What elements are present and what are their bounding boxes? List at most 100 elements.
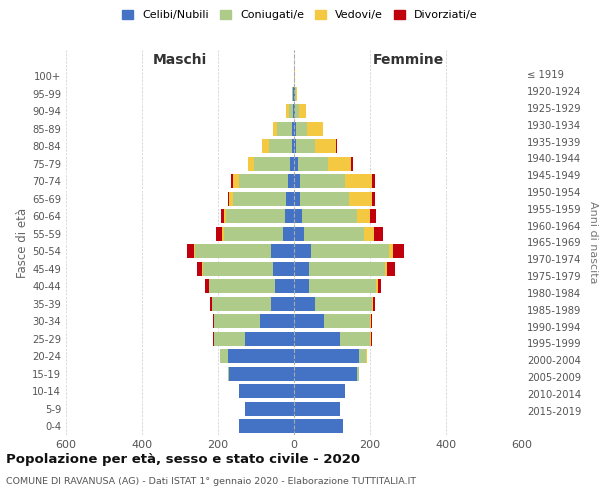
- Bar: [387, 262, 395, 276]
- Bar: [224, 209, 226, 224]
- Bar: [304, 226, 364, 241]
- Bar: [239, 419, 294, 434]
- Bar: [293, 104, 294, 118]
- Bar: [309, 279, 376, 293]
- Bar: [296, 86, 298, 101]
- Bar: [187, 244, 194, 258]
- Bar: [372, 174, 375, 188]
- Bar: [229, 366, 294, 381]
- Bar: [293, 86, 294, 101]
- Bar: [221, 209, 224, 224]
- Y-axis label: Anni di nascita: Anni di nascita: [588, 201, 598, 284]
- Bar: [366, 349, 367, 364]
- Bar: [385, 262, 387, 276]
- Bar: [315, 296, 372, 311]
- Bar: [302, 209, 357, 224]
- Bar: [232, 174, 233, 188]
- Bar: [254, 156, 290, 171]
- Bar: [214, 332, 245, 346]
- Bar: [296, 139, 315, 154]
- Bar: [262, 139, 269, 154]
- Bar: [294, 156, 298, 171]
- Y-axis label: Fasce di età: Fasce di età: [16, 208, 29, 278]
- Bar: [371, 314, 372, 328]
- Bar: [269, 139, 292, 154]
- Bar: [275, 279, 294, 293]
- Bar: [292, 122, 294, 136]
- Bar: [195, 244, 271, 258]
- Bar: [336, 139, 337, 154]
- Bar: [294, 226, 304, 241]
- Bar: [340, 332, 370, 346]
- Bar: [222, 226, 224, 241]
- Bar: [300, 192, 349, 206]
- Bar: [294, 104, 295, 118]
- Bar: [205, 279, 209, 293]
- Legend: Celibi/Nubili, Coniugati/e, Vedovi/e, Divorziati/e: Celibi/Nubili, Coniugati/e, Vedovi/e, Di…: [118, 6, 482, 25]
- Bar: [294, 366, 356, 381]
- Bar: [294, 402, 340, 416]
- Bar: [233, 192, 286, 206]
- Bar: [299, 104, 306, 118]
- Bar: [294, 174, 300, 188]
- Bar: [295, 86, 296, 101]
- Bar: [292, 86, 293, 101]
- Bar: [296, 122, 307, 136]
- Bar: [309, 262, 385, 276]
- Bar: [203, 262, 273, 276]
- Bar: [229, 192, 233, 206]
- Bar: [295, 104, 299, 118]
- Bar: [233, 174, 239, 188]
- Bar: [260, 314, 294, 328]
- Bar: [294, 192, 300, 206]
- Bar: [294, 419, 343, 434]
- Bar: [224, 226, 283, 241]
- Bar: [283, 226, 294, 241]
- Bar: [294, 122, 296, 136]
- Bar: [373, 296, 375, 311]
- Bar: [372, 296, 373, 311]
- Bar: [211, 296, 212, 311]
- Bar: [220, 349, 227, 364]
- Bar: [273, 262, 294, 276]
- Bar: [271, 296, 294, 311]
- Bar: [286, 192, 294, 206]
- Bar: [227, 366, 229, 381]
- Bar: [300, 174, 346, 188]
- Bar: [359, 349, 366, 364]
- Bar: [227, 192, 229, 206]
- Bar: [213, 332, 214, 346]
- Bar: [370, 314, 371, 328]
- Bar: [372, 192, 375, 206]
- Bar: [213, 314, 214, 328]
- Bar: [294, 314, 325, 328]
- Bar: [277, 122, 292, 136]
- Bar: [393, 244, 404, 258]
- Text: COMUNE DI RAVANUSA (AG) - Dati ISTAT 1° gennaio 2020 - Elaborazione TUTTITALIA.I: COMUNE DI RAVANUSA (AG) - Dati ISTAT 1° …: [6, 478, 416, 486]
- Bar: [325, 314, 370, 328]
- Bar: [271, 244, 294, 258]
- Bar: [349, 192, 372, 206]
- Bar: [194, 244, 195, 258]
- Bar: [227, 349, 294, 364]
- Bar: [294, 244, 311, 258]
- Bar: [286, 104, 289, 118]
- Bar: [226, 209, 284, 224]
- Bar: [376, 279, 377, 293]
- Text: Popolazione per età, sesso e stato civile - 2020: Popolazione per età, sesso e stato civil…: [6, 452, 360, 466]
- Bar: [370, 209, 376, 224]
- Bar: [294, 384, 346, 398]
- Bar: [294, 209, 302, 224]
- Bar: [197, 262, 202, 276]
- Bar: [374, 226, 383, 241]
- Bar: [216, 226, 222, 241]
- Bar: [356, 209, 370, 224]
- Bar: [294, 139, 296, 154]
- Bar: [239, 174, 289, 188]
- Bar: [389, 244, 393, 258]
- Bar: [212, 296, 271, 311]
- Bar: [294, 349, 359, 364]
- Bar: [245, 332, 294, 346]
- Bar: [377, 279, 380, 293]
- Bar: [294, 296, 315, 311]
